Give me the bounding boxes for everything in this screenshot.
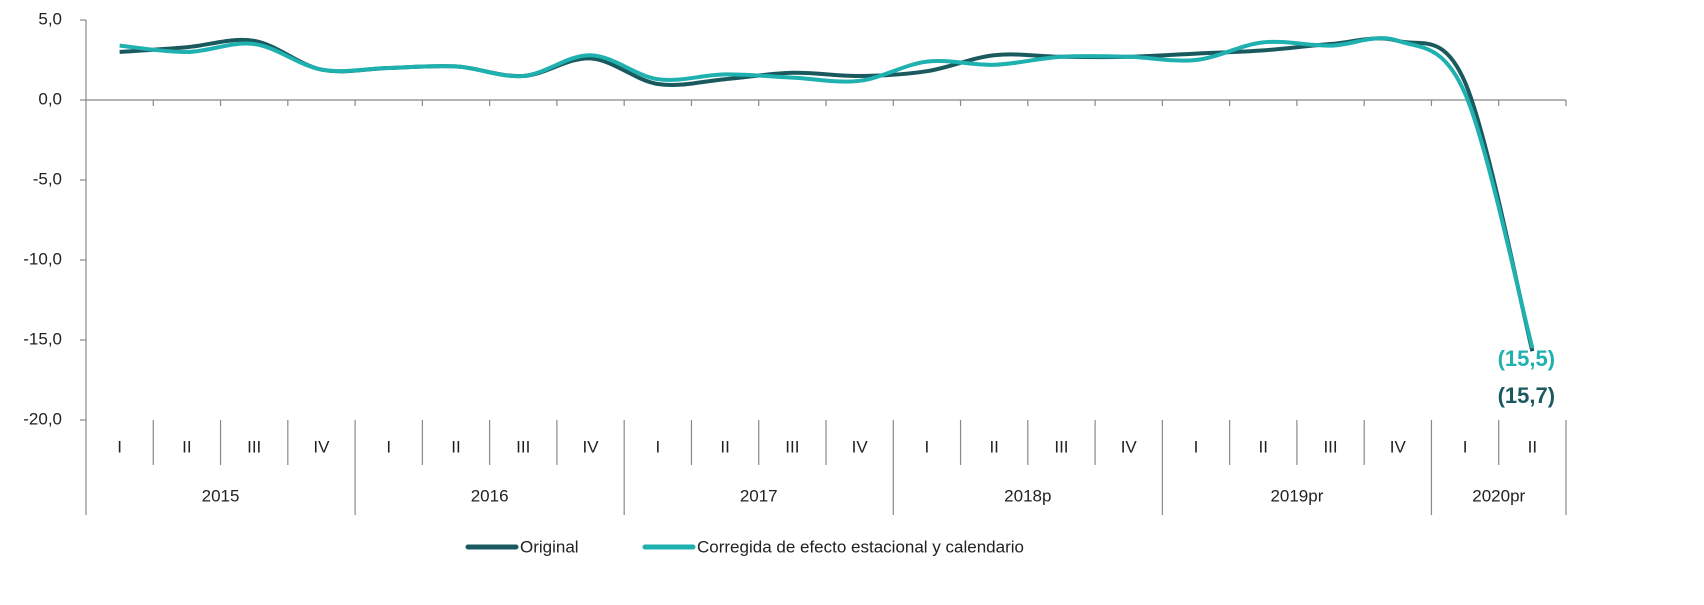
series-line bbox=[119, 36, 1535, 349]
x-tick-label: IV bbox=[583, 437, 600, 456]
group-label: 2020pr bbox=[1472, 486, 1525, 505]
x-tick-label: III bbox=[516, 437, 530, 456]
x-tick-label: III bbox=[1054, 437, 1068, 456]
x-tick-label: IV bbox=[1390, 437, 1407, 456]
y-tick-label: -15,0 bbox=[23, 329, 62, 348]
group-label: 2015 bbox=[202, 486, 240, 505]
legend-label: Original bbox=[520, 537, 579, 556]
y-tick-label: 0,0 bbox=[38, 89, 62, 108]
group-label: 2016 bbox=[471, 486, 509, 505]
x-tick-label: I bbox=[1463, 437, 1468, 456]
y-tick-label: -20,0 bbox=[23, 409, 62, 428]
y-tick-label: -5,0 bbox=[33, 169, 62, 188]
y-tick-label: 5,0 bbox=[38, 9, 62, 28]
x-tick-label: II bbox=[1528, 437, 1537, 456]
group-label: 2019pr bbox=[1270, 486, 1323, 505]
x-tick-label: I bbox=[1194, 437, 1199, 456]
x-tick-label: IV bbox=[1121, 437, 1138, 456]
x-tick-label: I bbox=[925, 437, 930, 456]
x-tick-label: I bbox=[117, 437, 122, 456]
x-tick-label: IV bbox=[852, 437, 869, 456]
x-tick-label: III bbox=[785, 437, 799, 456]
x-tick-label: II bbox=[1259, 437, 1268, 456]
group-label: 2018p bbox=[1004, 486, 1051, 505]
data-label: (15,5) bbox=[1498, 346, 1555, 371]
series-line bbox=[119, 36, 1535, 352]
legend-label: Corregida de efecto estacional y calenda… bbox=[697, 537, 1024, 556]
group-label: 2017 bbox=[740, 486, 778, 505]
x-tick-label: I bbox=[655, 437, 660, 456]
x-tick-label: II bbox=[989, 437, 998, 456]
x-tick-label: III bbox=[1323, 437, 1337, 456]
data-label: (15,7) bbox=[1498, 383, 1555, 408]
x-tick-label: III bbox=[247, 437, 261, 456]
x-tick-label: IV bbox=[313, 437, 330, 456]
y-tick-label: -10,0 bbox=[23, 249, 62, 268]
x-tick-label: II bbox=[720, 437, 729, 456]
x-tick-label: I bbox=[386, 437, 391, 456]
x-tick-label: II bbox=[182, 437, 191, 456]
x-tick-label: II bbox=[451, 437, 460, 456]
